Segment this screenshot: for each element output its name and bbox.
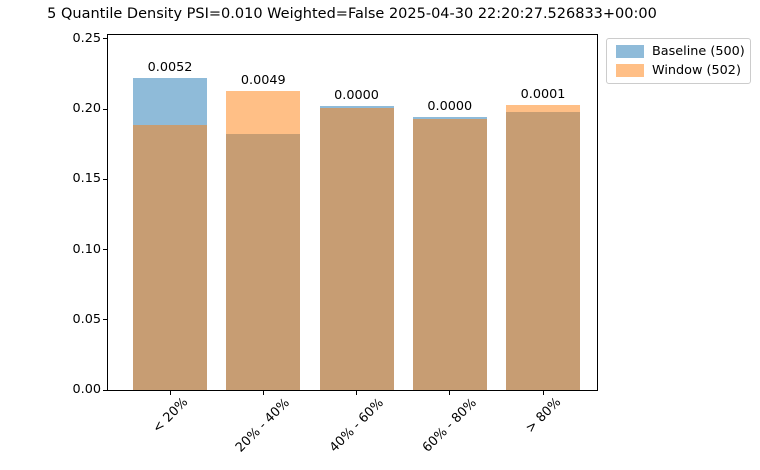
y-tick-mark — [103, 319, 107, 321]
x-tick-label: 60% - 80% — [419, 395, 480, 455]
legend-patch-baseline — [616, 45, 644, 59]
legend-label-window: Window (502) — [652, 62, 741, 78]
x-tick-label: > 80% — [522, 394, 564, 437]
legend-label-baseline: Baseline (500) — [652, 44, 745, 60]
plot-area — [107, 34, 598, 391]
bar-window — [412, 118, 487, 390]
y-tick-label: 0.00 — [72, 382, 102, 397]
legend-item-window: Window (502) — [611, 63, 746, 78]
bar-window — [133, 124, 207, 390]
bar-value-label: 0.0052 — [147, 60, 193, 76]
chart-title: 5 Quantile Density PSI=0.010 Weighted=Fa… — [47, 6, 657, 22]
x-tick-mark — [356, 391, 357, 395]
y-tick-label: 0.25 — [72, 30, 102, 46]
x-tick-mark — [262, 391, 264, 395]
bar-value-label: 0.0049 — [240, 72, 286, 88]
bar-window — [506, 104, 580, 390]
y-tick-mark — [103, 249, 107, 251]
y-tick-label: 0.20 — [72, 101, 102, 117]
legend-item-baseline: Baseline (500) — [611, 44, 746, 59]
bar-window — [226, 90, 301, 390]
bar-value-label: 0.0000 — [427, 99, 473, 115]
x-tick-label: 40% - 60% — [326, 395, 387, 455]
y-tick-label: 0.10 — [72, 241, 102, 257]
bar-value-label: 0.0000 — [334, 88, 379, 104]
bar-window — [319, 107, 394, 390]
bar-value-label: 0.0001 — [520, 86, 566, 102]
x-tick-label: < 20% — [149, 394, 191, 437]
x-tick-mark — [542, 391, 544, 395]
y-tick-mark — [103, 178, 107, 180]
x-tick-mark — [449, 391, 451, 395]
y-tick-mark — [103, 108, 107, 110]
y-tick-mark — [103, 38, 107, 40]
y-tick-label: 0.05 — [72, 311, 102, 327]
legend-patch-window — [616, 63, 644, 77]
y-tick-label: 0.15 — [72, 171, 102, 187]
x-tick-mark — [169, 391, 171, 395]
y-tick-mark — [103, 389, 107, 391]
legend: Baseline (500) Window (502) — [606, 38, 751, 84]
x-tick-label: 20% - 40% — [233, 395, 293, 455]
